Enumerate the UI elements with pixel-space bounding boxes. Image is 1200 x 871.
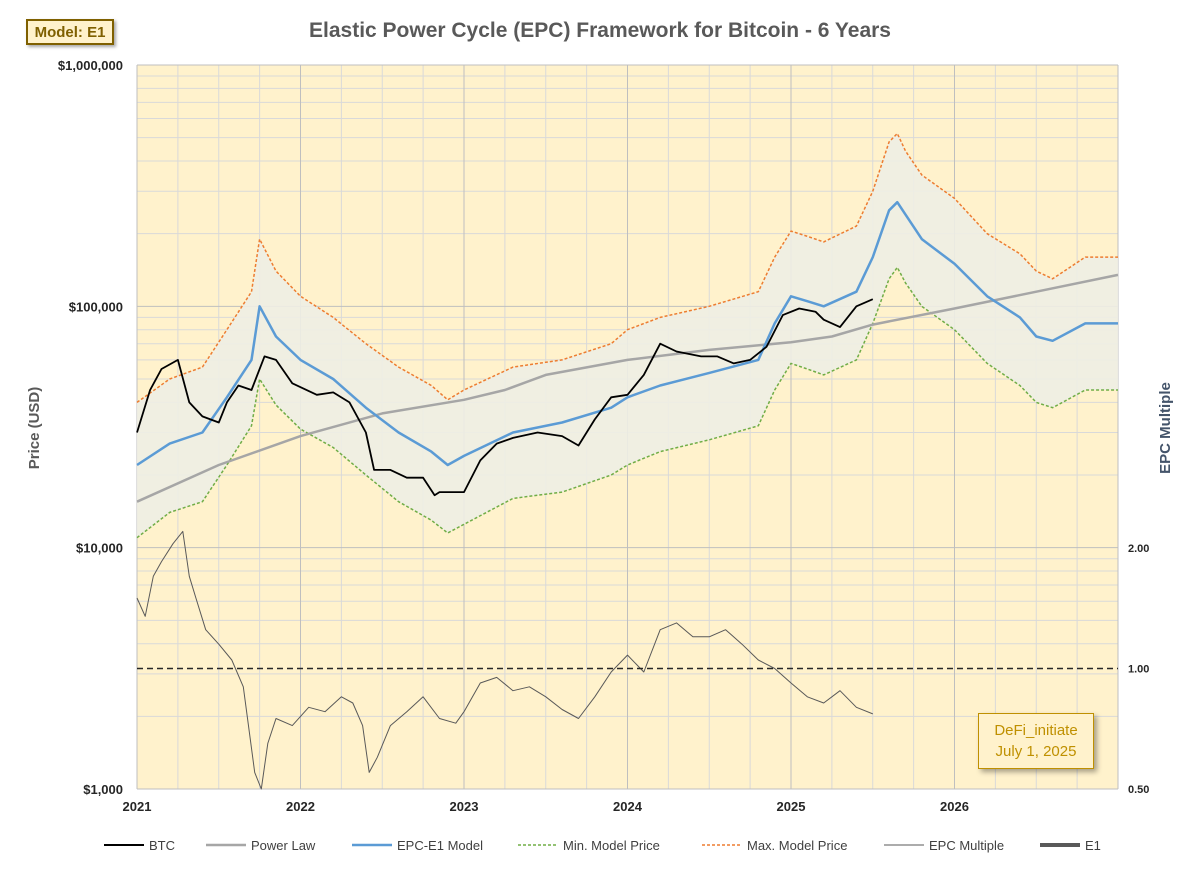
legend-label-btc: BTC xyxy=(149,837,175,853)
x-tick-label: 2025 xyxy=(777,799,806,814)
legend-item-min-price: Min. Model Price xyxy=(518,834,660,856)
credit-box: DeFi_initiate July 1, 2025 xyxy=(978,713,1094,769)
y-tick-label: $10,000 xyxy=(76,541,123,556)
x-tick-label: 2021 xyxy=(123,799,152,814)
series-line-max-model-price xyxy=(136,132,1118,404)
tick-labels: 2021 2022 2023 2024 2025 2026 $1,000 $10,000 $10… xyxy=(58,58,1150,814)
y2-tick-label: 0.50 xyxy=(1128,784,1149,796)
model-band-fill xyxy=(137,133,1118,538)
legend-item-epc-multiple: EPC Multiple xyxy=(884,834,1004,856)
legend-item-power-law: Power Law xyxy=(206,834,315,856)
credit-author: DeFi_initiate xyxy=(994,722,1078,739)
chart-title: Elastic Power Cycle (EPC) Framework for … xyxy=(309,19,891,42)
x-tick-label: 2022 xyxy=(286,799,315,814)
legend-label-epc-multiple: EPC Multiple xyxy=(929,837,1005,853)
x-tick-label: 2024 xyxy=(613,799,643,814)
legend-label-min-price: Min. Model Price xyxy=(563,837,660,853)
y-tick-label: $1,000 xyxy=(83,782,123,797)
model-badge: Model: E1 xyxy=(26,19,114,45)
series-line-btc xyxy=(136,298,874,497)
legend-label-power-law: Power Law xyxy=(251,837,316,853)
y-tick-label: $1,000,000 xyxy=(58,58,123,73)
legend-item-e1: E1 xyxy=(1040,834,1101,856)
x-tick-label: 2023 xyxy=(450,799,479,814)
series-line-min-model-price xyxy=(136,266,1118,539)
legend-item-btc: BTC xyxy=(104,834,175,856)
y-axis-label: Price (USD) xyxy=(26,387,43,470)
series-line-epc-e1-model xyxy=(136,200,1118,467)
credit-date: July 1, 2025 xyxy=(995,743,1077,760)
legend-label-max-price: Max. Model Price xyxy=(747,837,848,853)
series-line-epc-multiple xyxy=(136,530,873,790)
legend-item-epc-model: EPC-E1 Model xyxy=(352,834,483,856)
y2-axis-label: EPC Multiple xyxy=(1157,382,1174,474)
legend-label-e1: E1 xyxy=(1085,837,1101,853)
x-tick-label: 2026 xyxy=(940,799,969,814)
y-tick-label: $100,000 xyxy=(69,299,123,314)
y2-tick-label: 2.00 xyxy=(1128,543,1149,555)
y2-tick-label: 1.00 xyxy=(1128,664,1149,676)
series-line-power-law xyxy=(136,273,1119,503)
series-layer xyxy=(136,132,1119,790)
legend-label-epc-model: EPC-E1 Model xyxy=(397,837,483,853)
legend: BTC Power Law EPC-E1 Model Min. Model Pr… xyxy=(0,834,1200,856)
legend-item-max-price: Max. Model Price xyxy=(702,834,847,856)
